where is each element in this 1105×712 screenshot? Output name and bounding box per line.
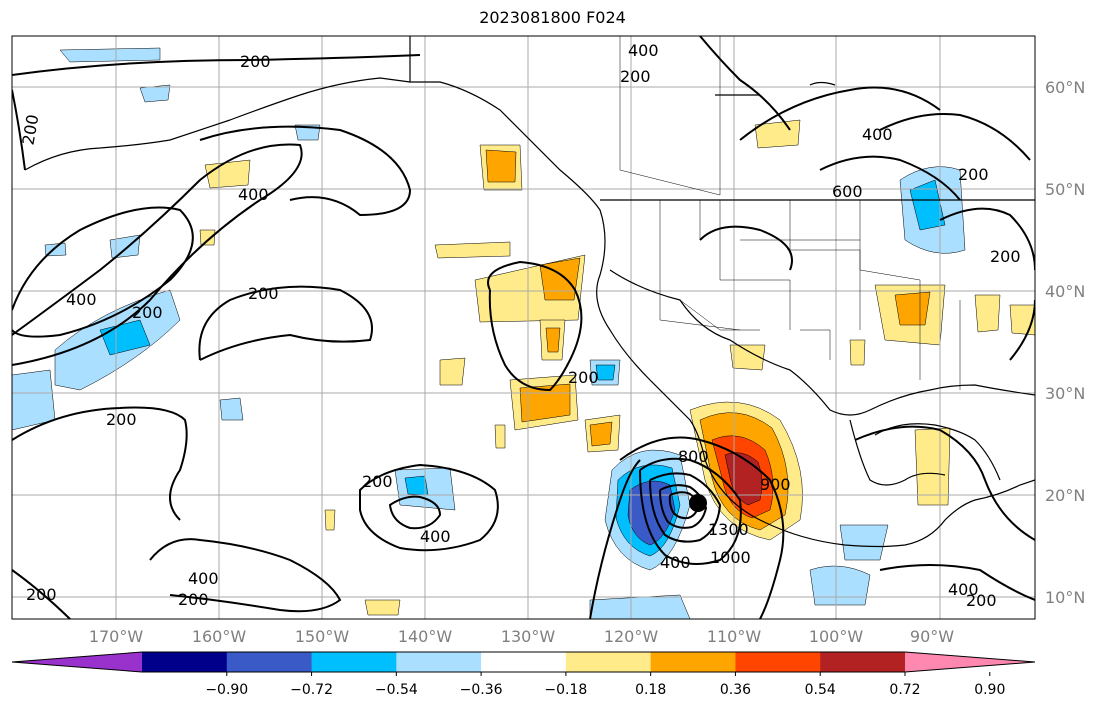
lat-label: 10°N bbox=[1045, 588, 1085, 607]
colorbar-tick-label: −0.36 bbox=[460, 682, 503, 698]
contour-label: 200 bbox=[568, 368, 599, 387]
colorbar-extend-min bbox=[12, 652, 142, 672]
contour-label: 800 bbox=[678, 447, 709, 466]
contour-label: 200 bbox=[990, 247, 1021, 266]
lon-label: 120°W bbox=[604, 627, 659, 646]
contours bbox=[12, 36, 1035, 619]
colorbar-segment bbox=[650, 652, 736, 672]
contour-label: 1300 bbox=[708, 520, 749, 539]
colorbar-tick-label: 0.36 bbox=[720, 682, 751, 698]
lat-label: 50°N bbox=[1045, 180, 1085, 199]
contour-label: 400 bbox=[238, 185, 269, 204]
colorbar-segment bbox=[226, 652, 313, 672]
colorbar-segment bbox=[565, 652, 652, 672]
contour-labels: 200 400 200 200 400 200 400 200 200 200 … bbox=[18, 41, 1020, 610]
contour-label: 200 bbox=[26, 585, 57, 604]
contour-label: 200 bbox=[178, 590, 209, 609]
contour-label: 600 bbox=[832, 182, 863, 201]
colorbar bbox=[11, 651, 1036, 676]
lon-label: 110°W bbox=[707, 627, 762, 646]
lon-label: 150°W bbox=[295, 627, 350, 646]
colorbar-tick-label: 0.54 bbox=[805, 682, 836, 698]
political-boundaries bbox=[619, 36, 961, 390]
contour-label: 200 bbox=[620, 67, 651, 86]
colorbar-tick-label: −0.18 bbox=[544, 682, 587, 698]
colorbar-tick-label: 0.72 bbox=[889, 682, 920, 698]
coastlines bbox=[24, 36, 1035, 548]
lon-label: 140°W bbox=[398, 627, 453, 646]
colorbar-extend-max bbox=[905, 652, 1035, 672]
longitude-labels: 170°W 160°W 150°W 140°W 130°W 120°W 110°… bbox=[89, 627, 954, 646]
contour-label: 400 bbox=[66, 290, 97, 309]
colorbar-segment bbox=[396, 652, 482, 672]
contour-label: 400 bbox=[862, 125, 893, 144]
contour-label: 400 bbox=[660, 553, 691, 572]
colorbar-tick-label: 0.90 bbox=[974, 682, 1005, 698]
contour-label: 200 bbox=[362, 472, 393, 491]
colorbar-labels: −0.90 −0.72 −0.54 −0.36 −0.18 0.18 0.36 0.54 0.7… bbox=[205, 682, 1005, 698]
contour-label: 200 bbox=[248, 284, 279, 303]
contour-label: 400 bbox=[420, 527, 451, 546]
storm-center-dot bbox=[689, 494, 707, 512]
colorbar-tick-label: −0.90 bbox=[205, 682, 248, 698]
contour-label: 200 bbox=[106, 410, 137, 429]
contour-label: 200 bbox=[966, 591, 997, 610]
lon-label: 90°W bbox=[910, 627, 954, 646]
colorbar-tick-label: 0.18 bbox=[635, 682, 666, 698]
negative-shading bbox=[12, 47, 966, 619]
colorbar-outline bbox=[11, 651, 1036, 673]
lon-label: 130°W bbox=[501, 627, 556, 646]
contour-label: 400 bbox=[948, 580, 979, 599]
lat-label: 60°N bbox=[1045, 78, 1085, 97]
contour-label: 900 bbox=[760, 475, 791, 494]
colorbar-segment bbox=[142, 652, 228, 672]
positive-shading bbox=[199, 119, 1035, 616]
contour-label: 200 bbox=[240, 52, 271, 71]
lat-label: 20°N bbox=[1045, 486, 1085, 505]
colorbar-tick-label: −0.54 bbox=[375, 682, 418, 698]
contour-label: 200 bbox=[132, 303, 163, 322]
colorbar-segment bbox=[311, 652, 397, 672]
contour-label: 400 bbox=[188, 569, 219, 588]
contour-label: 400 bbox=[628, 41, 659, 60]
contour-label: 1000 bbox=[710, 548, 751, 567]
colorbar-segment bbox=[820, 652, 906, 672]
colorbar-tick-label: −0.72 bbox=[290, 682, 333, 698]
map-frame bbox=[11, 35, 1036, 620]
contour-label: 200 bbox=[958, 165, 989, 184]
lat-label: 30°N bbox=[1045, 384, 1085, 403]
colorbar-segment bbox=[481, 652, 567, 672]
latitude-labels: 60°N 50°N 40°N 30°N 20°N 10°N bbox=[1045, 78, 1085, 607]
colorbar-segment bbox=[735, 652, 821, 672]
lon-label: 100°W bbox=[809, 627, 864, 646]
lat-label: 40°N bbox=[1045, 282, 1085, 301]
lon-label: 160°W bbox=[192, 627, 247, 646]
lon-label: 170°W bbox=[89, 627, 144, 646]
map-title: 2023081800 F024 bbox=[479, 8, 626, 27]
